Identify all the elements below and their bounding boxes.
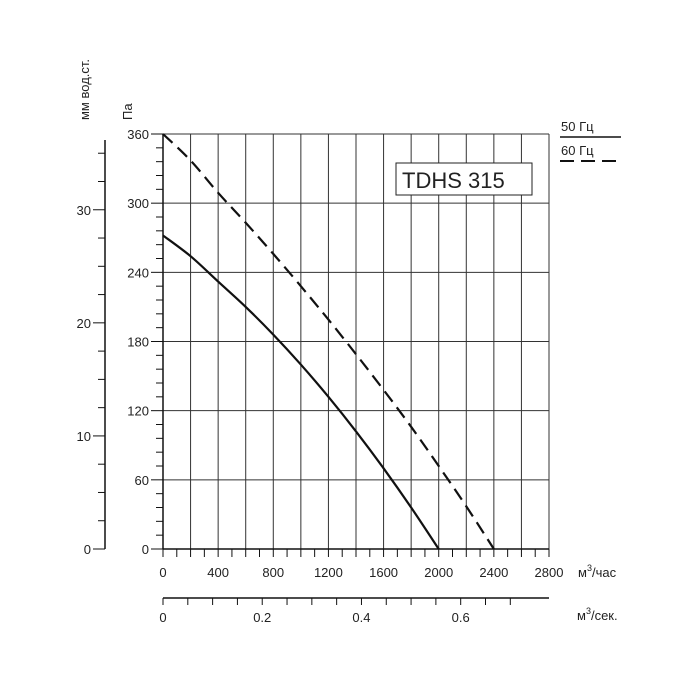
flow-hourly-tick-label: 1600 bbox=[369, 565, 398, 580]
flow-hourly-tick-label: 800 bbox=[262, 565, 284, 580]
flow-hourly-tick-label: 400 bbox=[207, 565, 229, 580]
flow-seconds-tick-label: 0.2 bbox=[253, 610, 271, 625]
legend-label-60hz: 60 Гц bbox=[561, 143, 594, 158]
flow-axis-seconds-title: м3/сек. bbox=[577, 606, 618, 623]
series-line-60hz bbox=[162, 133, 495, 550]
chart-title: TDHS 315 bbox=[402, 168, 505, 193]
water-column-tick-label: 0 bbox=[84, 542, 91, 557]
pressure-axis-title: Па bbox=[120, 103, 135, 120]
water-column-tick-label: 20 bbox=[77, 316, 91, 331]
legend: 50 Гц 60 Гц bbox=[560, 119, 621, 162]
legend-label-50hz: 50 Гц bbox=[561, 119, 594, 134]
pressure-tick-label: 360 bbox=[127, 127, 149, 142]
pressure-tick-label: 60 bbox=[135, 473, 149, 488]
water-column-tick-label: 30 bbox=[77, 203, 91, 218]
pressure-tick-label: 120 bbox=[127, 404, 149, 419]
water-column-axis-title: мм вод.ст. bbox=[77, 59, 92, 120]
grid bbox=[163, 133, 550, 549]
series-line-50hz bbox=[162, 234, 440, 550]
flow-hourly-tick-label: 2000 bbox=[424, 565, 453, 580]
flow-seconds-tick-label: 0 bbox=[159, 610, 166, 625]
title-box bbox=[395, 162, 533, 196]
flow-hourly-tick-label: 2400 bbox=[479, 565, 508, 580]
pressure-tick-label: 240 bbox=[127, 265, 149, 280]
series-lines bbox=[162, 133, 495, 550]
flow-seconds-tick-label: 0.6 bbox=[452, 610, 470, 625]
flow-seconds-tick-label: 0.4 bbox=[352, 610, 370, 625]
water-column-tick-label: 10 bbox=[77, 429, 91, 444]
pressure-tick-label: 300 bbox=[127, 196, 149, 211]
pressure-tick-label: 0 bbox=[142, 542, 149, 557]
flow-axis-hourly-title: м3/час bbox=[578, 563, 617, 580]
flow-hourly-tick-label: 1200 bbox=[314, 565, 343, 580]
pressure-tick-label: 180 bbox=[127, 335, 149, 350]
flow-hourly-tick-label: 2800 bbox=[535, 565, 564, 580]
flow-hourly-tick-label: 0 bbox=[159, 565, 166, 580]
